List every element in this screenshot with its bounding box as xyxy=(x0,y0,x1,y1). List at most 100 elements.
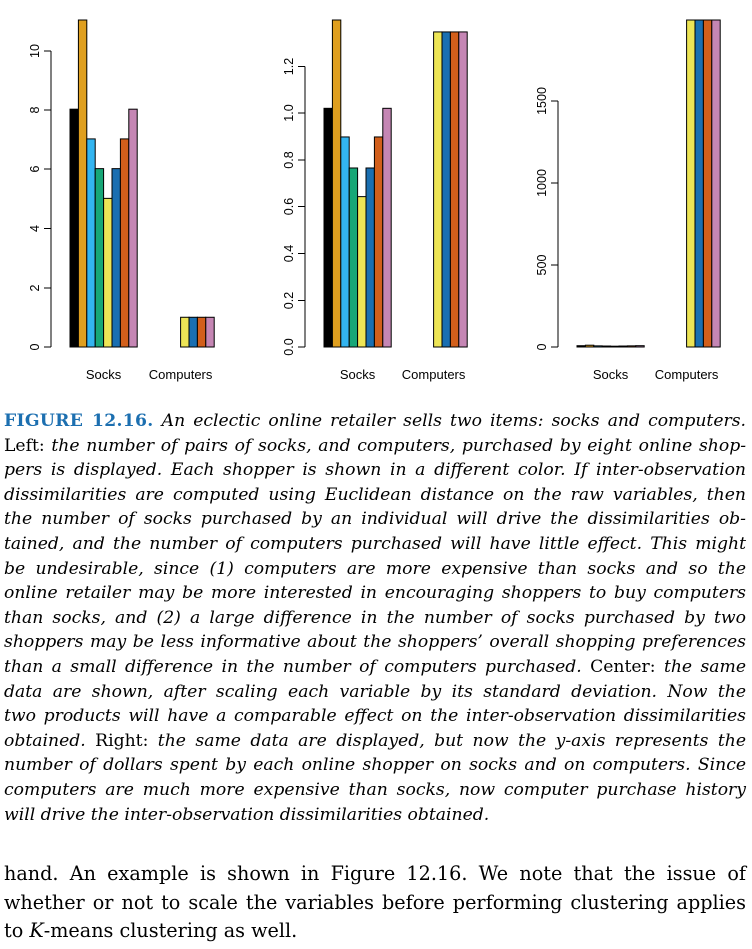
bar xyxy=(694,19,704,348)
roman-text: -means clustering as well. xyxy=(43,919,298,942)
bar xyxy=(635,345,645,348)
bar xyxy=(458,31,468,348)
caption-line: obtained. Right: the same data are displ… xyxy=(4,729,746,754)
italic-text: number of dollars spent by each online s… xyxy=(4,755,746,776)
italic-text: than a small difference in the number of… xyxy=(4,656,582,677)
caption-line: two products will have a comparable effe… xyxy=(4,704,746,729)
bar xyxy=(86,138,96,348)
caption-line: will drive the inter-observation dissimi… xyxy=(4,803,746,828)
y-tick-label: 0 xyxy=(535,343,549,350)
italic-text: An eclectic online retailer sells two it… xyxy=(153,411,746,431)
bar xyxy=(196,316,207,348)
figure-label: FIGURE 12.16. xyxy=(4,411,154,431)
roman-text: Center: xyxy=(581,656,664,677)
italic-text: be undesirable, since (1) computers are … xyxy=(4,558,746,579)
bar xyxy=(111,168,121,348)
italic-text: shoppers may be less informative about t… xyxy=(4,632,746,653)
bar xyxy=(584,344,595,348)
y-tick-label: 1000 xyxy=(535,169,549,197)
bar xyxy=(103,197,113,348)
italic-text: the same data are displayed, but now the… xyxy=(157,730,746,751)
y-tick-label: 10 xyxy=(28,44,42,58)
y-tick-label: 0.6 xyxy=(282,198,296,215)
y-tick-label: 1.0 xyxy=(282,104,296,121)
bar xyxy=(702,19,713,348)
italic-text: K xyxy=(29,919,44,942)
x-category-label: Socks xyxy=(86,367,122,382)
italic-text: the same xyxy=(663,656,746,677)
roman-text: Right: xyxy=(85,730,158,751)
italic-text: data are shown, after scaling each varia… xyxy=(4,681,746,702)
roman-text: hand. An example is shown in Figure 12.1… xyxy=(4,862,746,885)
bar xyxy=(331,19,342,348)
caption-line: shoppers may be less informative about t… xyxy=(4,630,746,655)
roman-text: to xyxy=(4,919,30,942)
caption-line: number of dollars spent by each online s… xyxy=(4,753,746,778)
bar xyxy=(365,167,375,348)
bar xyxy=(576,345,586,348)
bar xyxy=(180,316,190,348)
italic-text: will drive the inter-observation dissimi… xyxy=(4,804,490,825)
bar xyxy=(626,345,637,348)
bar xyxy=(618,345,628,348)
bar xyxy=(205,316,215,348)
x-category-label: Socks xyxy=(340,367,376,382)
x-category-label: Computers xyxy=(655,367,719,382)
italic-text: tained, and the number of computers purc… xyxy=(4,533,746,554)
body-paragraph: hand. An example is shown in Figure 12.1… xyxy=(4,860,746,946)
bar xyxy=(610,345,620,348)
bar xyxy=(441,31,451,348)
bar xyxy=(94,168,105,348)
caption-line: dissimilarities are computed using Eucli… xyxy=(4,483,746,508)
y-tick-label: 0 xyxy=(28,343,42,350)
italic-text: than socks, and (2) a large difference i… xyxy=(4,607,746,628)
caption-line: tained, and the number of computers purc… xyxy=(4,532,746,557)
caption-line: pers is displayed. Each shopper is shown… xyxy=(4,458,746,483)
y-tick-label: 0.2 xyxy=(282,292,296,309)
x-category-label: Computers xyxy=(149,367,213,382)
body-line: to K-means clustering as well. xyxy=(4,917,746,946)
figure-charts: 0 2 4 6 8 10 Socks Computers 0.0 0.2 0.4 0.6 0.8 1.0 1… xyxy=(28,19,721,382)
italic-text: dissimilarities are computed using Eucli… xyxy=(4,484,746,505)
y-tick-label: 0.0 xyxy=(282,338,296,355)
caption-line: computers are much more expensive than s… xyxy=(4,778,746,803)
caption-line: the number of socks purchased by an indi… xyxy=(4,507,746,532)
bar xyxy=(686,19,696,348)
body-line: hand. An example is shown in Figure 12.1… xyxy=(4,860,746,889)
roman-text: whether or not to scale the variables be… xyxy=(4,890,746,914)
italic-text: two products will have a comparable effe… xyxy=(4,706,746,727)
bar xyxy=(128,108,138,348)
caption-line: Left: the number of pairs of socks, and … xyxy=(4,434,746,459)
italic-text: obtained. xyxy=(4,730,86,751)
bar xyxy=(373,136,384,348)
bar xyxy=(77,19,88,348)
y-tick-label: 0.8 xyxy=(282,151,296,168)
caption-line: data are shown, after scaling each varia… xyxy=(4,680,746,705)
italic-text: computers are much more expensive than s… xyxy=(4,779,746,800)
y-tick-label: 500 xyxy=(535,255,549,276)
bar xyxy=(348,167,359,348)
italic-text: the number of socks purchased by an indi… xyxy=(4,509,746,530)
x-category-label: Socks xyxy=(593,367,629,382)
italic-text: the number of pairs of socks, and comput… xyxy=(51,435,746,456)
figure-caption: FIGURE 12.16. An eclectic online retaile… xyxy=(4,409,746,827)
y-tick-label: 2 xyxy=(28,284,42,291)
bar xyxy=(323,107,333,348)
bar xyxy=(69,108,79,348)
italic-text: online retailer may be more interested i… xyxy=(4,583,746,604)
y-tick-label: 4 xyxy=(28,225,42,232)
body-line: whether or not to scale the variables be… xyxy=(4,889,746,918)
bar xyxy=(357,196,367,348)
y-tick-label: 1500 xyxy=(535,87,549,115)
bar xyxy=(340,136,350,348)
caption-line: FIGURE 12.16. An eclectic online retaile… xyxy=(4,409,746,434)
bar xyxy=(433,31,443,348)
bar xyxy=(593,345,603,348)
caption-line: be undesirable, since (1) computers are … xyxy=(4,557,746,582)
bar xyxy=(601,345,612,348)
roman-text: Left: xyxy=(4,435,52,456)
bar xyxy=(711,19,721,348)
y-tick-label: 0.4 xyxy=(282,245,296,262)
y-tick-label: 6 xyxy=(28,165,42,172)
x-category-label: Computers xyxy=(402,367,466,382)
